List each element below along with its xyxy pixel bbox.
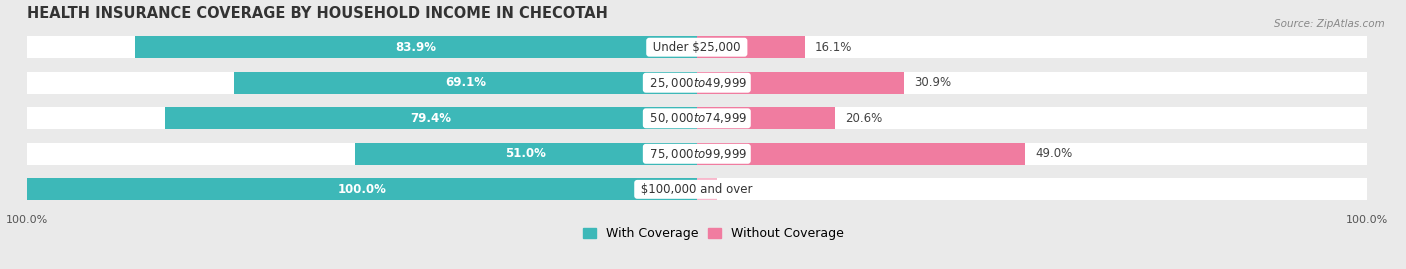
Bar	[27, 36, 697, 58]
Text: 100.0%: 100.0%	[337, 183, 387, 196]
Bar	[135, 36, 697, 58]
Text: 79.4%: 79.4%	[411, 112, 451, 125]
Text: 69.1%: 69.1%	[444, 76, 486, 89]
Text: $25,000 to $49,999: $25,000 to $49,999	[645, 76, 748, 90]
Bar	[27, 178, 697, 200]
Bar	[27, 107, 697, 129]
Bar	[165, 107, 697, 129]
Bar	[27, 72, 697, 94]
Text: Under $25,000: Under $25,000	[650, 41, 744, 54]
Text: $100,000 and over: $100,000 and over	[637, 183, 756, 196]
Text: $50,000 to $74,999: $50,000 to $74,999	[645, 111, 748, 125]
Text: 16.1%: 16.1%	[814, 41, 852, 54]
Text: Source: ZipAtlas.com: Source: ZipAtlas.com	[1274, 19, 1385, 29]
Bar	[233, 72, 697, 94]
Bar	[27, 178, 697, 200]
Legend: With Coverage, Without Coverage: With Coverage, Without Coverage	[578, 222, 849, 245]
Text: 51.0%: 51.0%	[506, 147, 547, 160]
Text: HEALTH INSURANCE COVERAGE BY HOUSEHOLD INCOME IN CHECOTAH: HEALTH INSURANCE COVERAGE BY HOUSEHOLD I…	[27, 6, 607, 20]
Bar	[697, 107, 835, 129]
Bar	[697, 178, 1367, 200]
Bar	[697, 143, 1367, 165]
Text: 49.0%: 49.0%	[1035, 147, 1073, 160]
Bar	[697, 178, 717, 200]
Text: 83.9%: 83.9%	[395, 41, 436, 54]
Bar	[27, 143, 697, 165]
Bar	[697, 107, 1367, 129]
Text: 0.0%: 0.0%	[727, 183, 756, 196]
Bar	[697, 72, 904, 94]
Text: $75,000 to $99,999: $75,000 to $99,999	[645, 147, 748, 161]
Text: 30.9%: 30.9%	[914, 76, 950, 89]
Bar	[697, 36, 1367, 58]
Bar	[697, 36, 804, 58]
Text: 20.6%: 20.6%	[845, 112, 882, 125]
Bar	[697, 143, 1025, 165]
Bar	[697, 72, 1367, 94]
Bar	[356, 143, 697, 165]
